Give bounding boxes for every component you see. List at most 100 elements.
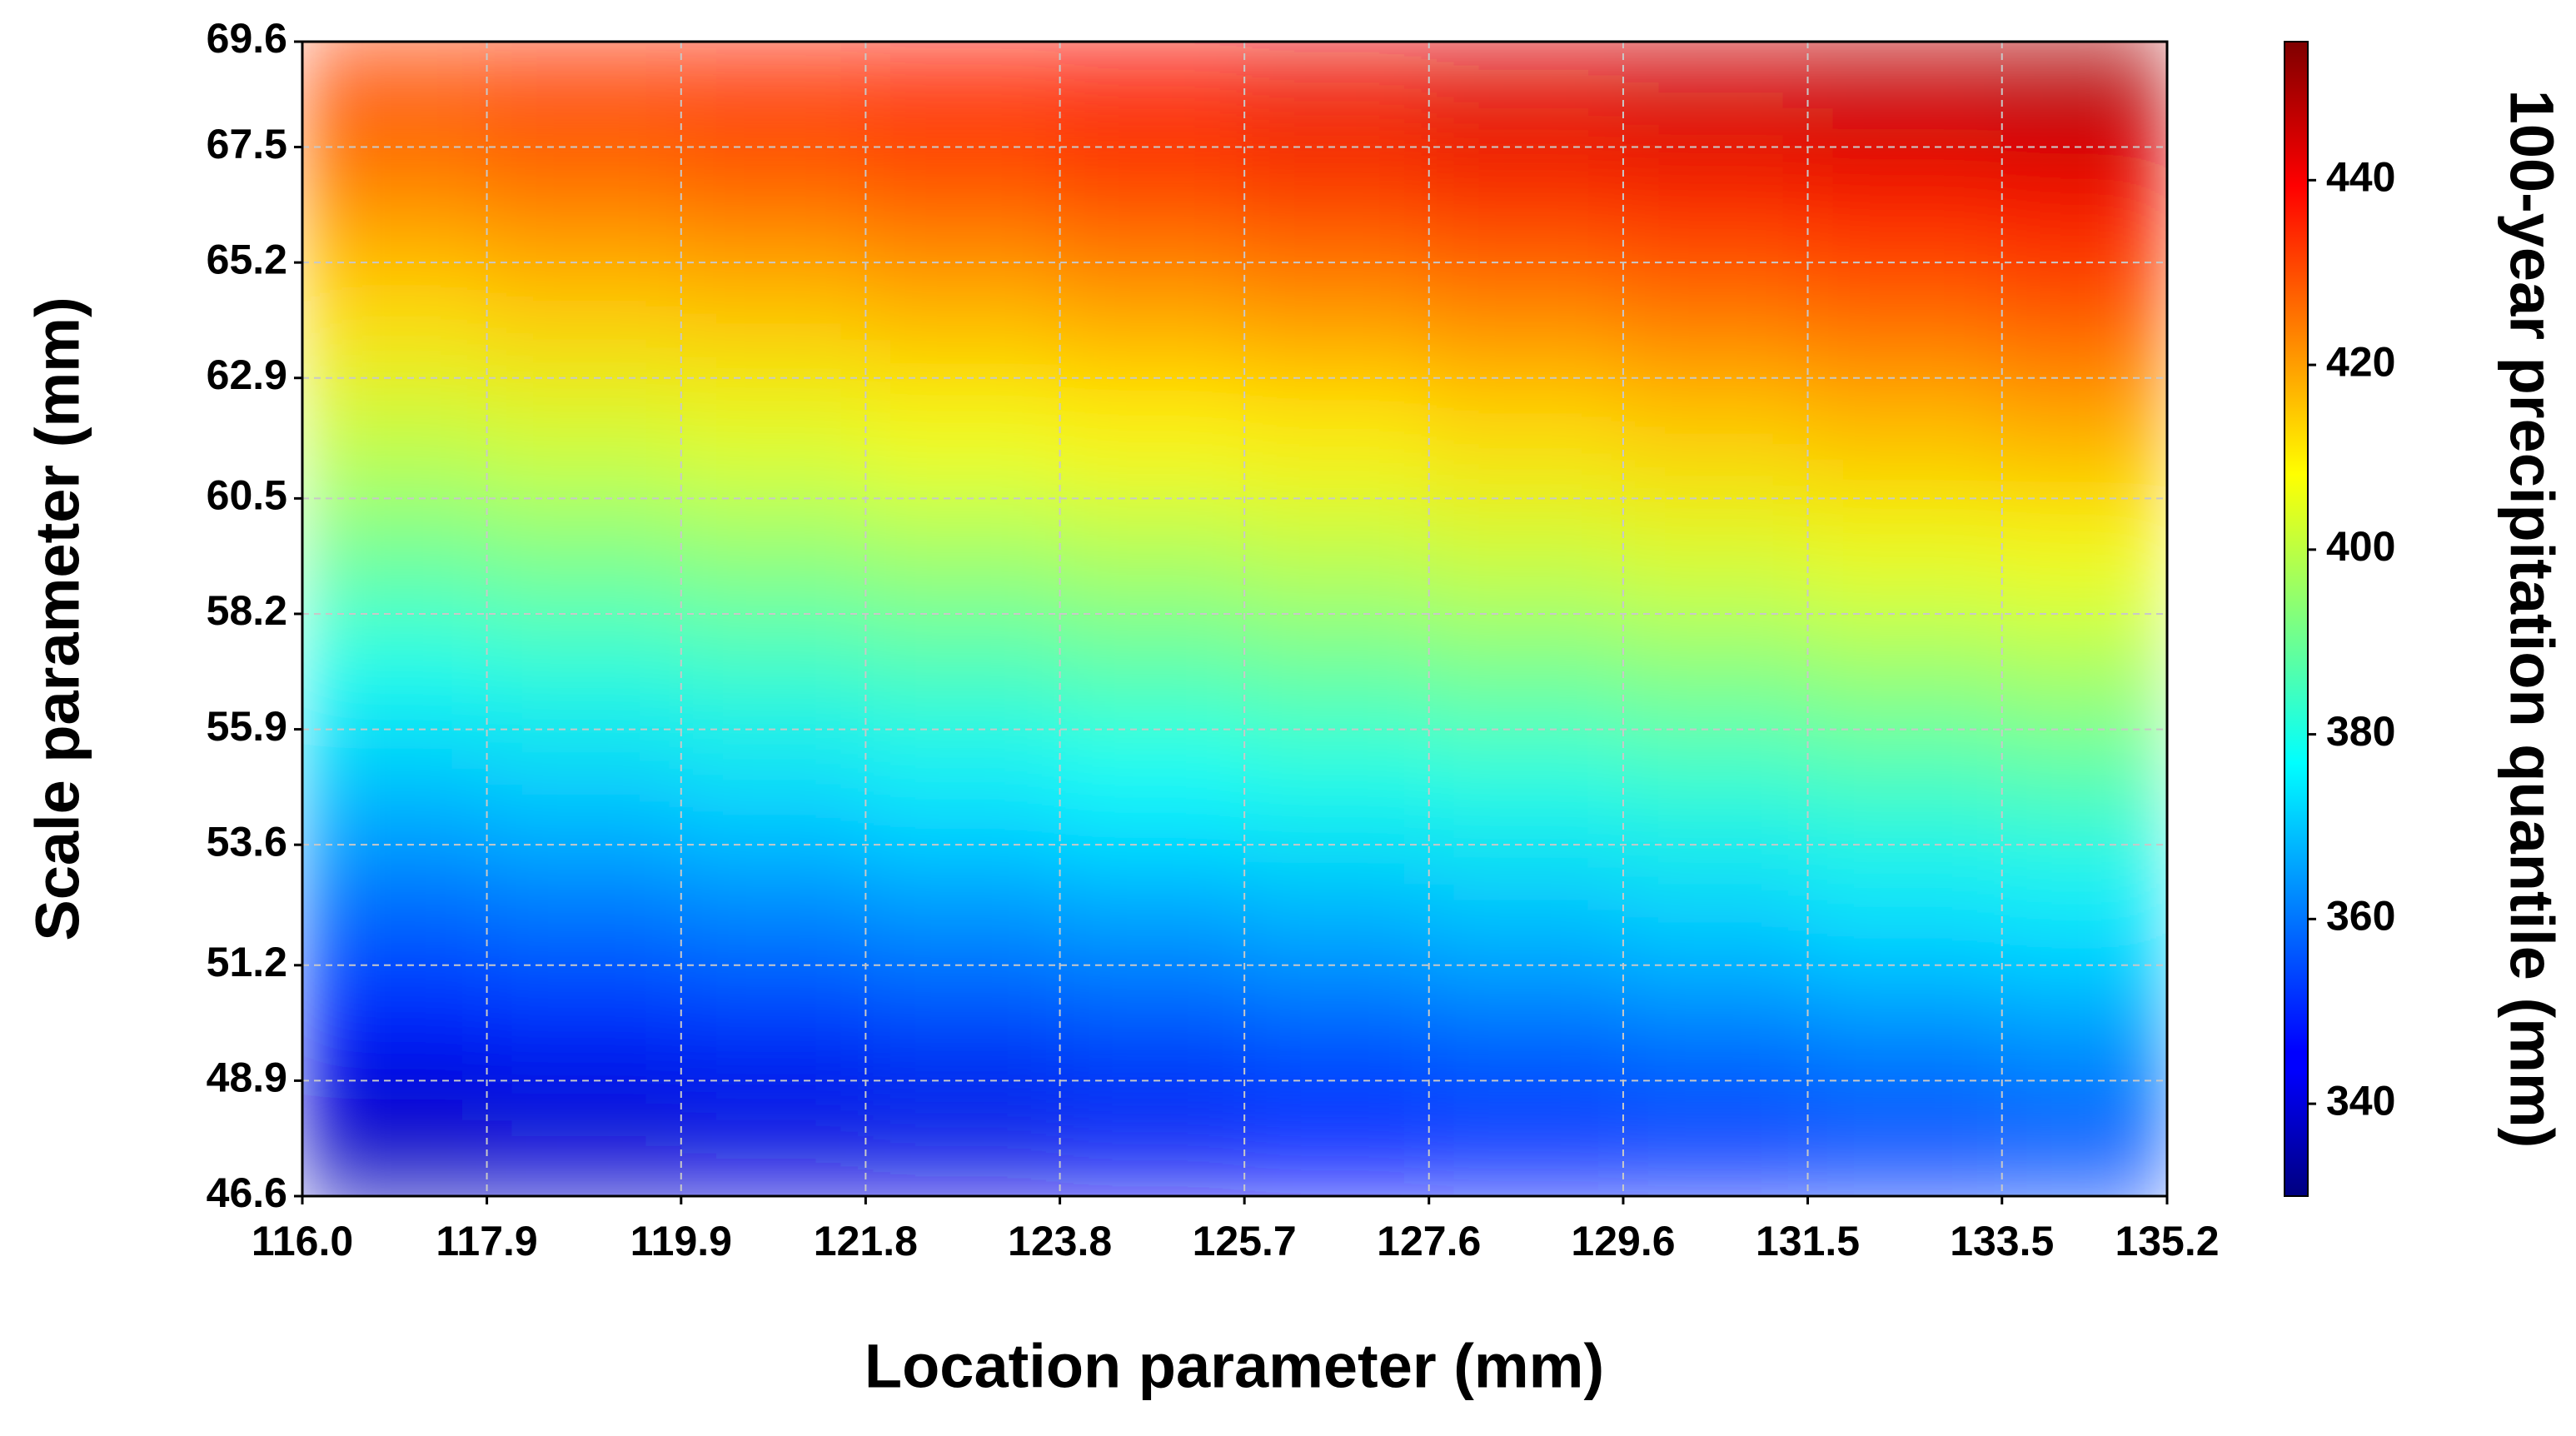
x-tick-label: 133.5 [1950, 1218, 2054, 1264]
heatmap-cell [486, 377, 682, 499]
heatmap-cell [1807, 729, 2003, 845]
heatmap-cell [302, 965, 488, 1081]
heatmap-cell [486, 729, 682, 845]
heatmap-cell [680, 965, 866, 1081]
heatmap-cell [1807, 613, 2003, 730]
heatmap-cell [302, 1080, 488, 1196]
heatmap-cell [680, 498, 866, 615]
heatmap-cell [302, 377, 488, 499]
x-tick-label: 116.0 [252, 1218, 353, 1264]
heatmap-cell [2001, 377, 2167, 499]
heatmap-cell [1622, 1080, 1809, 1196]
heatmap-cell [865, 1080, 1061, 1196]
colorbar-tick-label: 440 [2326, 154, 2395, 201]
heatmap-cell [680, 377, 866, 499]
heatmap-cell [2001, 262, 2167, 379]
heatmap-cell [1244, 42, 1430, 148]
heatmap-cell [865, 845, 1061, 966]
y-tick-label: 58.2 [207, 587, 287, 634]
heatmap-cell [1807, 147, 2003, 263]
heatmap-cell [1622, 965, 1809, 1081]
heatmap-cell [1622, 42, 1809, 148]
heatmap-cell [1622, 147, 1809, 263]
heatmap-cell [865, 262, 1061, 379]
heatmap-cell [1622, 262, 1809, 379]
colorbar-tick-label: 340 [2326, 1077, 2395, 1124]
heatmap-cell [486, 498, 682, 615]
heatmap-cell [486, 42, 682, 148]
x-tick-label: 121.8 [814, 1218, 918, 1264]
heatmap-cell [1059, 262, 1245, 379]
heatmap-cell [2001, 729, 2167, 845]
heatmap-cell [2001, 965, 2167, 1081]
heatmap-cell [2001, 613, 2167, 730]
y-tick-label: 65.2 [207, 236, 287, 282]
heatmap-cell [1428, 965, 1624, 1081]
heatmap-cell [680, 147, 866, 263]
heatmap-cell [1428, 42, 1624, 148]
heatmap-cell [1244, 377, 1430, 499]
heatmap-cell [2001, 147, 2167, 263]
x-axis-title: Location parameter (mm) [864, 1332, 1604, 1401]
colorbar-tick-label: 380 [2326, 708, 2395, 755]
heatmap-cell [1244, 613, 1430, 730]
heatmap-cell [1428, 262, 1624, 379]
colorbar-title: 100-year precipitation quantile (mm) [2497, 90, 2566, 1149]
heatmap-cell [1807, 1080, 2003, 1196]
y-tick-label: 55.9 [207, 703, 287, 750]
heatmap-cell [1622, 377, 1809, 499]
heatmap-cell [865, 729, 1061, 845]
colorbar-tick-label: 420 [2326, 338, 2395, 385]
x-tick-label: 119.9 [630, 1218, 732, 1264]
heatmap-cell [865, 613, 1061, 730]
heatmap-cell [1059, 1080, 1245, 1196]
heatmap-cell [1059, 845, 1245, 966]
y-tick-label: 51.2 [207, 939, 287, 985]
heatmap-cell [1244, 262, 1430, 379]
heatmap-cell [865, 498, 1061, 615]
heatmap-cell [1244, 498, 1430, 615]
x-tick-label: 129.6 [1571, 1218, 1675, 1264]
heatmap-cell [1059, 613, 1245, 730]
heatmap-cell [302, 845, 488, 966]
heatmap-cell [1622, 845, 1809, 966]
heatmap-cell [2001, 845, 2167, 966]
heatmap-cell [302, 42, 488, 148]
heatmap-cell [486, 1080, 682, 1196]
plot-frame [301, 40, 2169, 1198]
heatmap-cell [1428, 729, 1624, 845]
heatmap [302, 42, 2167, 1196]
heatmap-cell [1244, 147, 1430, 263]
y-tick-label: 46.6 [207, 1169, 287, 1216]
heatmap-cell [2001, 1080, 2167, 1196]
heatmap-cell [1244, 965, 1430, 1081]
heatmap-cell [2001, 498, 2167, 615]
x-tick-label: 135.2 [2115, 1218, 2219, 1264]
heatmap-cell [302, 498, 488, 615]
heatmap-cell [302, 729, 488, 845]
heatmap-cell [1428, 1080, 1624, 1196]
heatmap-cell [865, 377, 1061, 499]
heatmap-cell [680, 1080, 866, 1196]
heatmap-cell [1059, 42, 1245, 148]
heatmap-cell [486, 262, 682, 379]
heatmap-cell [302, 613, 488, 730]
x-tick-label: 117.9 [436, 1218, 537, 1264]
heatmap-cell [1807, 498, 2003, 615]
heatmap-cell [1807, 377, 2003, 499]
heatmap-cell [1428, 845, 1624, 966]
y-tick-label: 62.9 [207, 352, 287, 398]
heatmap-cell [486, 147, 682, 263]
heatmap-cell [1244, 729, 1430, 845]
heatmap-cell [486, 845, 682, 966]
heatmap-cell [680, 613, 866, 730]
heatmap-cell [865, 42, 1061, 148]
heatmap-cell [1807, 965, 2003, 1081]
heatmap-cell [1059, 377, 1245, 499]
heatmap-cell [2001, 42, 2167, 148]
heatmap-cell [486, 613, 682, 730]
heatmap-cell [1428, 377, 1624, 499]
y-axis-title: Scale parameter (mm) [23, 297, 92, 940]
heatmap-cell [1622, 498, 1809, 615]
